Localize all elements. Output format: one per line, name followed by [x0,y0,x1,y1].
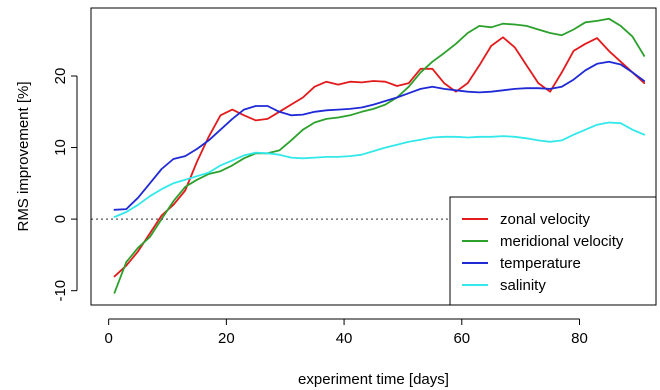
y-tick-label: -10 [52,280,69,302]
legend: zonal velocity meridional velocity tempera… [449,196,657,306]
y-tick-label: 10 [52,139,69,156]
y-axis-label: RMS improvement [%] [15,81,32,231]
legend-box [449,196,657,306]
legend-label: zonal velocity [500,211,591,228]
series-line-4 [113,121,646,218]
legend-label: meridional velocity [500,233,624,250]
axis-ticks: 0 20 40 60 80 -10 0 10 20 [52,68,588,347]
x-axis-label: experiment time [days] [298,371,449,388]
series-line-1 [113,36,646,278]
x-tick-label: 20 [218,330,235,347]
series-line-3 [113,60,646,211]
series-line-2 [113,17,646,294]
legend-label: salinity [500,277,546,294]
x-tick-label: 0 [104,330,112,347]
plot-frame [90,7,657,306]
legend-label: temperature [500,255,581,272]
x-tick-label: 80 [571,330,588,347]
x-tick-label: 40 [336,330,353,347]
series-lines [113,17,646,294]
y-tick-label: 0 [52,215,69,223]
x-tick-label: 60 [453,330,470,347]
y-tick-label: 20 [52,68,69,85]
